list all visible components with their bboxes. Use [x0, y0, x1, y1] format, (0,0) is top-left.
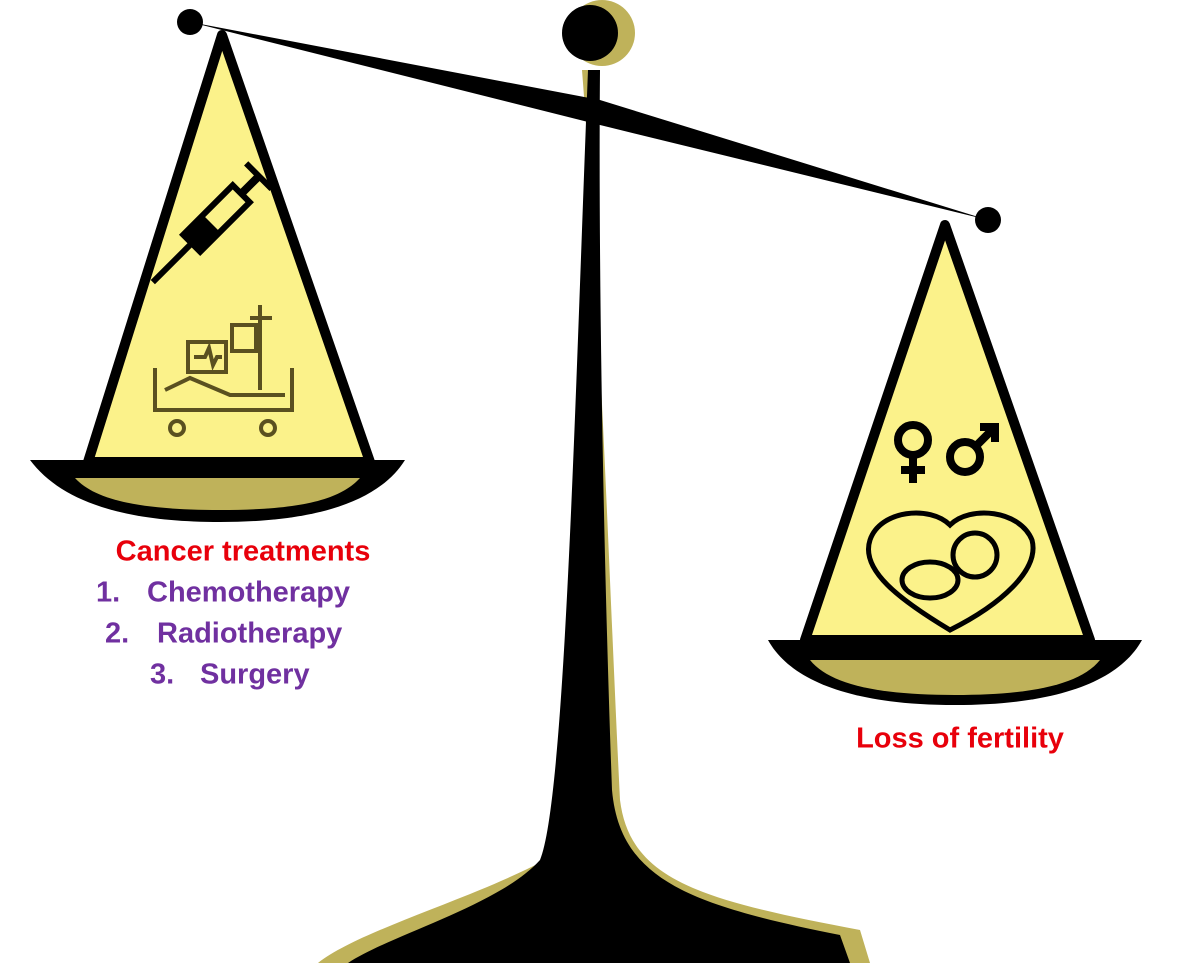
list-item: Surgery — [200, 659, 310, 691]
right-dish-inner — [810, 660, 1100, 695]
left-title: Cancer treatments — [116, 536, 371, 568]
bed-icon — [153, 305, 294, 437]
right-pan-cone — [800, 220, 1095, 645]
beam-end — [177, 9, 203, 35]
gender-icon — [894, 421, 999, 483]
left-dish-inner — [75, 478, 360, 510]
beam — [190, 22, 988, 220]
list-item: Chemotherapy — [147, 577, 350, 609]
list-number: 2. — [105, 618, 129, 650]
left-pan-cone — [83, 30, 375, 467]
baby-heart-icon — [866, 510, 1036, 633]
list-number: 1. — [96, 577, 120, 609]
list-number: 3. — [150, 659, 174, 691]
syringe-icon — [150, 161, 274, 285]
right-title: Loss of fertility — [856, 723, 1064, 755]
beam-end — [975, 207, 1001, 233]
list-item: Radiotherapy — [157, 618, 342, 650]
stand — [348, 70, 850, 963]
pivot — [562, 5, 618, 61]
